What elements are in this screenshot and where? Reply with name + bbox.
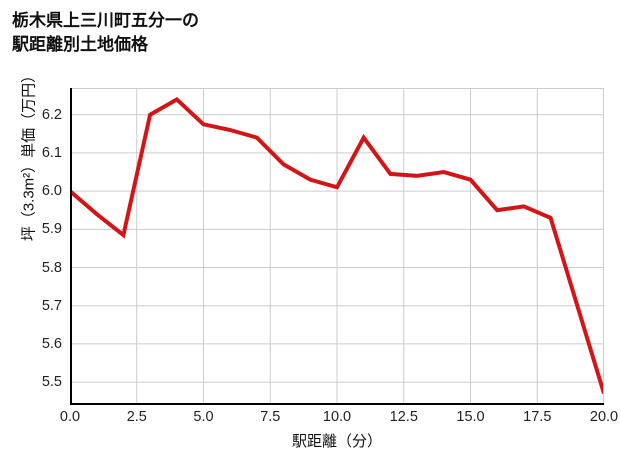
- y-axis-tick-label: 5.7: [41, 297, 62, 314]
- y-axis-tick-labels: 6.2 6.1 6.0 5.9 5.8 5.7 5.6 5.5: [0, 88, 62, 405]
- chart-title: 栃木県上三川町五分一の 駅距離別土地価格: [12, 11, 199, 55]
- x-axis-title: 駅距離（分）: [291, 433, 382, 450]
- y-axis-tick-label: 6.2: [41, 106, 62, 123]
- x-axis-tick-label: 17.5: [523, 409, 552, 425]
- x-axis-tick-label: 7.5: [260, 409, 281, 425]
- x-axis-tick-label: 2.5: [126, 409, 147, 425]
- y-axis-title: 坪（3.3m²）単価（万円）: [20, 67, 38, 242]
- y-axis-tick-label: 6.0: [41, 183, 62, 200]
- x-axis-tick-label: 5.0: [193, 409, 214, 425]
- axis-spine-top: [70, 88, 604, 89]
- x-axis-tick-label: 20.0: [589, 409, 619, 425]
- plot-area: [70, 88, 604, 405]
- y-axis-tick-label: 6.1: [41, 144, 62, 161]
- axis-spine-left: [70, 88, 72, 405]
- y-axis-tick-label: 5.6: [41, 335, 62, 352]
- data-line-series: [70, 96, 604, 395]
- axis-spine-right: [603, 88, 604, 405]
- axis-spine-bottom: [70, 403, 604, 405]
- grid-lines: [70, 88, 604, 405]
- x-axis-tick-label: 10.0: [322, 409, 352, 425]
- x-axis-tick-label: 12.5: [389, 409, 418, 425]
- y-axis-tick-label: 5.5: [41, 374, 62, 391]
- x-axis-tick-label: 0.0: [59, 409, 81, 425]
- x-axis-tick-labels: 0.0 2.5 5.0 7.5 10.0 12.5 15.0 17.5 20.0: [60, 409, 618, 431]
- y-axis-tick-label: 5.8: [41, 259, 62, 276]
- x-axis-tick-label: 15.0: [456, 409, 485, 425]
- y-axis-tick-label: 5.9: [41, 221, 62, 238]
